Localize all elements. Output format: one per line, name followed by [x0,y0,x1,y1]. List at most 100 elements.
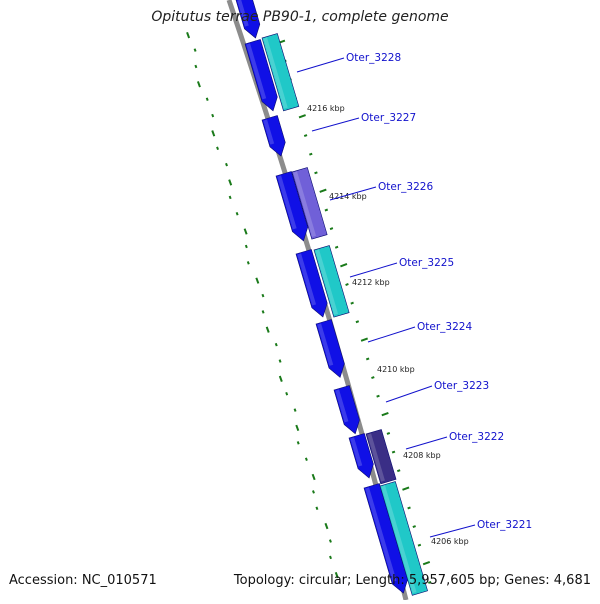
gene-labels: Oter_3228 Oter_3227 Oter_3226 Oter_3225 Oter… [296,52,532,538]
gene-label-text[interactable]: Oter_3228 [346,52,401,64]
gene-label-oter_3228[interactable]: Oter_3228 [296,52,401,73]
gc-skew-mark [235,212,239,216]
label-leader-line [367,326,416,343]
gc-skew-mark [278,359,282,363]
gene-label-oter_3226[interactable]: Oter_3226 [329,181,433,201]
gc-skew-mark [246,261,250,265]
gc-skew-mark [296,441,300,445]
gene-label-text[interactable]: Oter_3226 [378,181,433,193]
label-leader-line [349,262,398,278]
gc-skew-mark [261,293,265,298]
gene-arrow-strand-1[interactable] [295,249,331,319]
gene-arrow-strand-1[interactable] [235,0,263,40]
gene-arrow-lavender[interactable] [291,167,328,240]
gene-label-text[interactable]: Oter_3221 [477,519,532,531]
gc-skew-mark [334,572,339,579]
position-tick [391,450,396,454]
gene-label-text[interactable]: Oter_3227 [361,112,416,124]
position-tick [407,506,411,510]
position-label: 4212 kbp [352,278,390,287]
position-tick [303,134,308,137]
gc-skew-mark [194,64,198,69]
position-tick [428,580,432,584]
position-tick [412,525,416,529]
gc-skew-mark [261,310,265,314]
gc-skew-mark [274,342,278,347]
position-tick [298,114,306,119]
position-tick [309,152,313,156]
gene-label-oter_3224[interactable]: Oter_3224 [367,321,472,343]
gene-arrow-strand-1[interactable] [348,433,377,480]
position-label: 4208 kbp [403,451,441,460]
position-tick [381,412,389,417]
gene-label-oter_3221[interactable]: Oter_3221 [429,519,532,538]
gc-skew-mark [225,162,228,167]
position-tick [396,469,401,473]
position-label: 4216 kbp [307,104,345,113]
gc-skew-mark [315,506,319,511]
gene-arrow-strand-1[interactable] [261,115,289,158]
gc-skew-track [186,31,339,579]
gene-label-oter_3222[interactable]: Oter_3222 [405,431,504,450]
label-leader-line [296,57,345,73]
gc-skew-mark [311,473,316,481]
gc-skew-mark [205,97,209,101]
position-tick [319,188,327,193]
label-leader-line [405,436,448,450]
gene-arrow-strand-1[interactable] [244,39,281,113]
position-tick [402,486,410,491]
label-leader-line [385,385,433,403]
position-tick [314,171,318,175]
gene-arrow-strand-1[interactable] [315,319,348,379]
position-tick [350,301,354,305]
gc-skew-mark [211,113,215,118]
label-leader-line [311,117,360,132]
gene-label-text[interactable]: Oter_3225 [399,257,454,269]
position-tick [360,337,369,342]
position-label: 4206 kbp [431,537,469,546]
gene-label-oter_3225[interactable]: Oter_3225 [349,257,454,278]
genome-title: Opitutus terrae PB90-1, complete genome [151,9,449,25]
gc-skew-mark [304,457,308,461]
gene-arrow-strand-1[interactable] [275,171,311,243]
gc-skew-mark [228,179,233,186]
gc-skew-mark [216,146,219,151]
gene-label-text[interactable]: Oter_3222 [449,431,504,443]
gc-skew-mark [285,392,289,396]
gene-label-text[interactable]: Oter_3224 [417,321,472,333]
position-tick [376,394,380,398]
gc-skew-mark [265,326,270,333]
position-tick [334,245,339,249]
gene-label-oter_3223[interactable]: Oter_3223 [385,380,489,403]
position-tick [417,543,422,547]
gc-skew-mark [244,244,248,249]
position-tick [422,560,431,566]
gc-skew-mark [211,130,216,137]
accession-text: Accession: NC_010571 [9,573,157,588]
position-label: 4210 kbp [377,365,415,374]
gc-skew-mark [295,424,300,432]
position-tick [329,227,334,231]
gene-arrow-dark[interactable] [365,429,397,485]
gene-arrow-cyan[interactable] [261,33,300,112]
gc-skew-mark [329,555,332,560]
position-label: 4214 kbp [329,192,367,201]
gene-track [235,0,428,596]
gene-arrow-cyan[interactable] [379,481,428,596]
gene-arrow-strand-1[interactable] [333,385,363,436]
gene-arrow-strand-1[interactable] [363,483,411,595]
position-ticks-track: 4216 kbp 4214 kbp 4212 kbp 4210 kbp 4208 kbp… [278,39,469,584]
gc-skew-mark [243,228,248,235]
gene-label-text[interactable]: Oter_3223 [434,380,489,392]
position-tick [355,320,360,324]
position-tick [365,357,370,361]
position-tick [371,376,375,380]
gc-skew-mark [193,48,197,52]
gc-skew-mark [196,81,201,88]
position-tick [340,263,348,268]
gene-label-oter_3227[interactable]: Oter_3227 [311,112,416,132]
gc-skew-mark [186,31,191,39]
gene-arrow-cyan[interactable] [313,245,350,318]
